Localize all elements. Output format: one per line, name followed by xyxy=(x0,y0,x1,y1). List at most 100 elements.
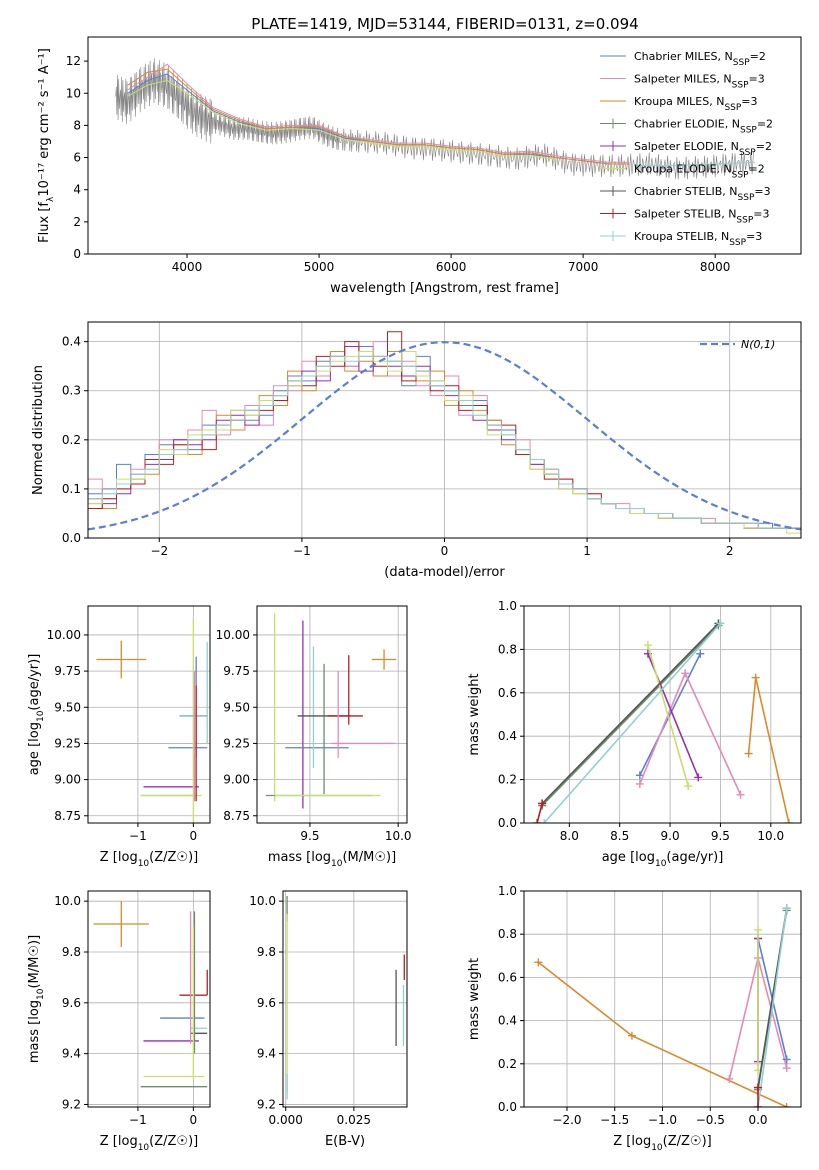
spectrum-model-line xyxy=(636,161,755,167)
weight-marker xyxy=(533,819,542,823)
x-tick: 4000 xyxy=(172,254,202,274)
y-tick-label: 10.00 xyxy=(47,628,81,642)
x-tick: −1 xyxy=(293,538,311,558)
x-tick: 10.0 xyxy=(757,823,784,843)
y-tick: 8.75 xyxy=(223,809,257,823)
y-tick: 9.00 xyxy=(54,773,88,787)
weight-marker xyxy=(696,649,705,658)
x-tick-label: −1 xyxy=(129,1113,147,1127)
axes-frame xyxy=(256,605,408,824)
weight-marker xyxy=(681,669,690,678)
y-tick-label: 10.0 xyxy=(54,894,81,908)
y-tick-label: 9.00 xyxy=(223,773,250,787)
legend-entry: Kroupa MILES, NSSP=3 xyxy=(600,95,758,113)
residual-histogram xyxy=(88,355,801,529)
axes-frame xyxy=(87,605,211,824)
y-tick: 9.6 xyxy=(257,996,283,1010)
y-axis-label: mass weight xyxy=(467,673,482,755)
y-tick: 9.4 xyxy=(62,1047,88,1061)
y-tick-label: 9.00 xyxy=(54,773,81,787)
x-tick-label: 10.0 xyxy=(757,829,784,843)
x-tick: 5000 xyxy=(304,254,334,274)
y-tick: 0.6 xyxy=(498,970,524,984)
y-tick-label: 0.8 xyxy=(498,927,517,941)
x-tick-label: −1.0 xyxy=(648,1113,677,1127)
weight-marker xyxy=(782,1064,791,1073)
y-tick-label: 9.75 xyxy=(54,664,81,678)
grid xyxy=(524,605,801,824)
x-tick-label: −2.0 xyxy=(552,1113,581,1127)
x-tick-label: 9.5 xyxy=(711,829,730,843)
weight-marker xyxy=(684,782,693,791)
y-tick-label: 10 xyxy=(66,86,81,100)
y-tick-label: 0.2 xyxy=(498,773,517,787)
weight-marker xyxy=(725,1074,734,1083)
x-tick-label: 6000 xyxy=(436,260,467,274)
x-axis-label: Z [log10(Z/Z☉)] xyxy=(100,850,198,869)
y-tick-label: 0.6 xyxy=(498,686,517,700)
x-tick: −2.0 xyxy=(552,1107,582,1127)
plot-area xyxy=(533,619,793,823)
weight-line xyxy=(536,803,543,823)
y-tick: 0.4 xyxy=(498,729,524,743)
weight-marker xyxy=(754,1083,763,1092)
x-axis-label: Z [log10(Z/Z☉)] xyxy=(100,1134,198,1153)
legend-entry: Salpeter ELODIE, NSSP=2 xyxy=(600,140,772,158)
plot-area xyxy=(93,901,208,1088)
weight-marker xyxy=(694,773,703,782)
legend-entry: Kroupa STELIB, NSSP=3 xyxy=(600,230,762,248)
panel-age-vs-Z: −1 0 8.75 9.00 9.25 9.50 9.75 10.00 Z [log10(Z/Z… xyxy=(27,605,211,869)
y-tick: 0 xyxy=(73,247,88,261)
y-tick-label: 9.6 xyxy=(257,996,276,1010)
y-tick: 10.00 xyxy=(47,628,88,642)
y-tick: 9.50 xyxy=(223,700,257,714)
y-tick-label: 9.25 xyxy=(223,736,250,750)
y-tick-label: 0.2 xyxy=(498,1057,517,1071)
axes-frame xyxy=(523,605,802,824)
y-tick: 0.6 xyxy=(498,686,524,700)
y-tick: 9.75 xyxy=(223,664,257,678)
weight-marker xyxy=(716,619,725,628)
x-tick-label: 0 xyxy=(190,829,198,843)
x-tick: −2 xyxy=(150,538,168,558)
panel-weight-vs-age: 8.0 8.5 9.0 9.5 10.0 0.0 0.2 0.4 0.6 0.8 1.0 age [l… xyxy=(467,599,802,869)
y-tick: 1.0 xyxy=(498,599,524,613)
y-tick-label: 10.00 xyxy=(216,628,250,642)
y-tick-label: 4 xyxy=(73,183,81,197)
y-tick: 2 xyxy=(73,215,88,229)
spectrum-model-line xyxy=(127,63,630,163)
y-tick: 0.0 xyxy=(498,1100,524,1114)
y-tick: 9.2 xyxy=(62,1097,88,1111)
x-tick: 9.5 xyxy=(711,823,730,843)
x-tick: 10.0 xyxy=(385,823,412,843)
y-tick-label: 0 xyxy=(73,247,81,261)
y-axis-label: age [log10(age/yr)] xyxy=(27,654,46,776)
legend-label: Salpeter ELODIE, NSSP=2 xyxy=(634,140,772,158)
y-tick-label: 9.8 xyxy=(257,945,276,959)
panel-mass-vs-EBV: 0.000 0.025 9.2 9.4 9.6 9.8 10.0 E(B-V) xyxy=(249,890,408,1149)
legend-entry: Chabrier MILES, NSSP=2 xyxy=(600,50,766,68)
plot-area xyxy=(534,904,791,1107)
weight-marker xyxy=(744,749,753,758)
x-tick: 2 xyxy=(726,538,734,558)
weight-marker xyxy=(784,819,793,823)
x-tick-label: −2 xyxy=(150,544,168,558)
weight-line xyxy=(541,622,719,805)
weight-line xyxy=(541,624,719,807)
errorbar xyxy=(96,640,147,679)
y-tick-label: 9.4 xyxy=(62,1047,81,1061)
x-tick-label: 8.0 xyxy=(560,829,579,843)
errorbar xyxy=(371,649,397,670)
y-tick: 9.2 xyxy=(257,1097,283,1111)
x-tick-label: 0.000 xyxy=(269,1113,303,1127)
y-tick-label: 0.2 xyxy=(62,433,81,447)
panel-spectrum: 4000 5000 6000 7000 8000 0 2 4 6 8 10 12 wavelength … xyxy=(37,36,802,296)
weight-marker xyxy=(534,958,543,967)
y-tick: 0.1 xyxy=(62,482,88,496)
y-tick: 1.0 xyxy=(498,884,524,898)
legend-label: Kroupa STELIB, NSSP=3 xyxy=(634,230,762,248)
legend-label: Salpeter MILES, NSSP=3 xyxy=(634,73,765,91)
y-tick-label: 9.50 xyxy=(54,700,81,714)
y-tick-label: 2 xyxy=(73,215,81,229)
axes-frame xyxy=(87,890,211,1108)
